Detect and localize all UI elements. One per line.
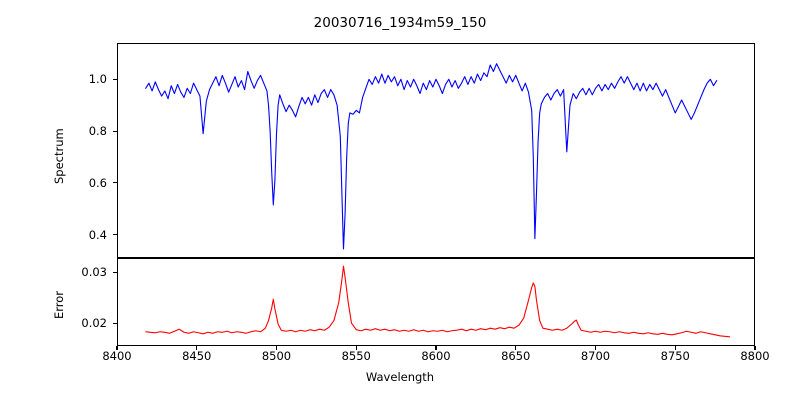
x-tick-label: 8700: [580, 349, 611, 363]
x-tick-mark: [754, 346, 756, 350]
x-tick-label: 8600: [421, 349, 451, 363]
error-y-tick-mark: [113, 322, 117, 324]
spectrum-data-line: [145, 63, 718, 250]
error-panel: [117, 258, 755, 346]
spectrum-y-tick-mark: [113, 182, 117, 184]
x-tick-mark: [674, 346, 676, 350]
error-y-tick-mark: [113, 271, 117, 273]
spectrum-y-tick-label: 0.8: [88, 124, 107, 139]
wavelength-axis-label: Wavelength: [365, 370, 435, 384]
figure-title: 20030716_1934m59_150: [313, 15, 487, 31]
x-tick-label: 8750: [660, 349, 690, 363]
x-tick-label: 8400: [102, 349, 132, 363]
spectrum-y-tick-mark: [113, 78, 117, 80]
spectrum-y-tick-label: 0.4: [88, 227, 107, 242]
x-tick-mark: [355, 346, 357, 350]
x-tick-mark: [594, 346, 597, 350]
x-tick-label: 8650: [501, 349, 531, 363]
error-data-line: [145, 265, 731, 338]
spectrum-y-tick-mark: [113, 234, 117, 236]
error-y-tick-label: 0.03: [81, 265, 107, 280]
x-tick-mark: [196, 346, 198, 350]
error-axis-label: Error: [52, 290, 66, 319]
x-tick-label: 8500: [261, 349, 292, 363]
spectrum-axis-label: Spectrum: [52, 128, 66, 184]
x-tick-label: 8800: [740, 349, 770, 363]
x-tick-label: 8450: [182, 349, 212, 363]
x-tick-label: 8550: [341, 349, 371, 363]
error-y-tick-label: 0.02: [81, 316, 107, 331]
spectrum-y-tick-mark: [113, 130, 117, 132]
x-tick-mark: [116, 346, 118, 350]
spectrum-y-tick-label: 1.0: [88, 72, 107, 87]
spectrum-y-tick-label: 0.6: [88, 175, 107, 190]
x-tick-mark: [515, 346, 517, 350]
x-tick-mark: [275, 346, 278, 350]
spectrum-panel: [117, 43, 755, 258]
x-tick-mark: [435, 346, 437, 350]
